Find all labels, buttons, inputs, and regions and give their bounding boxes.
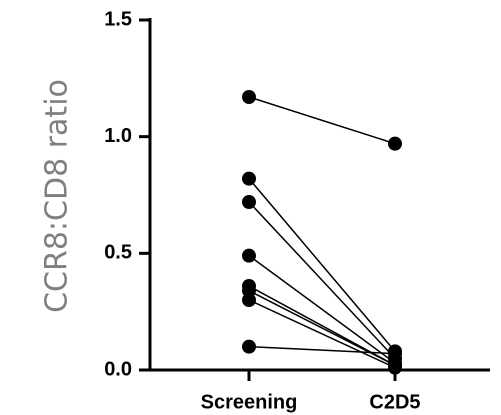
point-2-screening bbox=[242, 195, 256, 209]
y-axis-label: CCR8:CD8 ratio bbox=[40, 79, 75, 313]
pair-line-6 bbox=[248, 299, 396, 369]
pair-lines bbox=[248, 96, 396, 369]
x-tick-label-1: C2D5 bbox=[369, 391, 420, 413]
pair-line-7 bbox=[248, 345, 396, 355]
y-tick-label-0: 0.0 bbox=[104, 358, 132, 380]
y-tick-label-2: 1.0 bbox=[104, 125, 132, 147]
point-0-c2d5 bbox=[388, 136, 402, 151]
point-6-screening bbox=[242, 293, 256, 307]
point-3-screening bbox=[242, 248, 256, 263]
x-tick-label-0: Screening bbox=[201, 391, 298, 413]
point-7-screening bbox=[242, 339, 256, 354]
y-tick-label-1: 0.5 bbox=[104, 242, 132, 264]
y-ticks: 0.0 0.5 1.0 1.5 bbox=[104, 8, 150, 380]
pair-line-0 bbox=[248, 96, 396, 145]
point-0-screening bbox=[242, 90, 256, 104]
pair-line-2 bbox=[248, 201, 396, 359]
x-ticks: Screening C2D5 bbox=[201, 370, 421, 413]
pair-line-3 bbox=[248, 255, 396, 364]
y-tick-label-3: 1.5 bbox=[104, 8, 132, 30]
pair-line-5 bbox=[248, 289, 396, 367]
point-7-c2d5 bbox=[388, 346, 402, 361]
pair-line-1 bbox=[248, 178, 396, 352]
point-1-screening bbox=[242, 171, 256, 186]
